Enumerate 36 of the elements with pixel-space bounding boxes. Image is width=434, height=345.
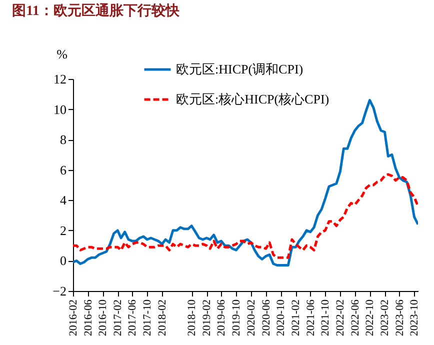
x-tick-label: 2019-06 (216, 299, 228, 336)
legend-label: 欧元区:HICP(调和CPI) (176, 62, 304, 76)
x-tick-label: 2016-10 (97, 299, 110, 336)
legend-label: 欧元区:核心HICP(核心CPI) (176, 92, 330, 106)
x-tick-label: 2020-02 (246, 300, 258, 336)
x-tick-label: 2020-10 (275, 299, 288, 336)
x-tick-label: 2021-06 (304, 299, 317, 336)
x-tick-label: 2018-02 (156, 300, 169, 336)
x-tick-label: 2018-10 (186, 299, 198, 336)
x-tick-label: 2023-02 (379, 300, 392, 336)
y-tick-label: 10 (54, 102, 66, 117)
x-tick-label: 2020-06 (260, 299, 272, 336)
x-tick-label: 2022-10 (364, 299, 376, 336)
x-tick-label: 2016-06 (82, 299, 94, 336)
x-tick-label: 2023-06 (394, 299, 406, 336)
y-tick-label: 4 (60, 192, 67, 208)
x-tick-label: 2019-02 (201, 300, 214, 336)
x-tick-label: 2017-10 (142, 299, 154, 336)
y-tick-label: 0 (60, 253, 66, 268)
x-tick-label: 2016-02 (68, 300, 80, 336)
y-tick-label: 6 (60, 162, 67, 178)
x-tick-label: 2022-06 (349, 299, 362, 336)
x-tick-label: 2017-02 (112, 300, 124, 336)
x-tick-label: 2022-02 (334, 300, 347, 336)
y-tick-label: 8 (60, 132, 66, 148)
y-tick-label: 2 (60, 222, 66, 238)
line-series (73, 173, 418, 259)
y-tick-label: −2 (52, 284, 66, 298)
x-tick-label: 2023-10 (408, 299, 421, 336)
x-tick-label: 2021-10 (320, 299, 332, 336)
y-tick-label: 12 (54, 72, 66, 86)
x-tick-label: 2019-10 (230, 299, 243, 336)
chart-title: 图11：欧元区通胀下行较快 (12, 2, 180, 19)
x-tick-label: 2017-06 (126, 299, 139, 336)
y-axis-title: % (56, 46, 68, 62)
x-tick-label: 2021-02 (290, 300, 302, 336)
